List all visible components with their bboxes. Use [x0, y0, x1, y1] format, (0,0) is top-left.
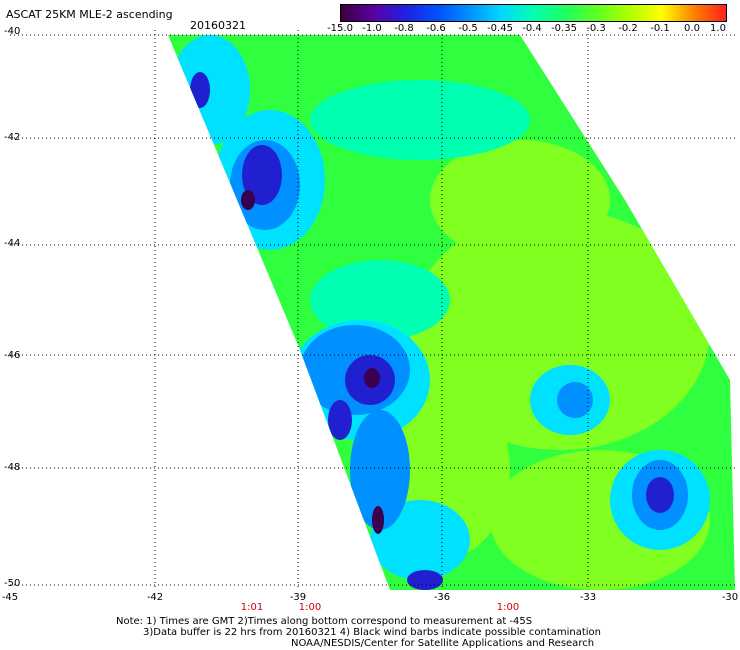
colorbar-tick: -0.4: [522, 23, 542, 34]
latitude-label: -46: [4, 350, 21, 361]
wind-speed-region: [430, 140, 610, 260]
colorbar-tick: -0.35: [551, 23, 577, 34]
wind-speed-region: [350, 410, 410, 530]
wind-swath: [168, 35, 735, 590]
wind-speed-region: [372, 506, 384, 534]
colorbar-tick: -0.2: [618, 23, 638, 34]
note-line-1: Note: 1) Times are GMT 2)Times along bot…: [116, 616, 533, 627]
longitude-label: -42: [146, 592, 164, 603]
colorbar-tick: -0.3: [586, 23, 606, 34]
lat-lon-grid: [10, 30, 735, 590]
wind-speed-region: [328, 400, 352, 440]
colorbar-tick: -0.1: [650, 23, 670, 34]
credit-line: NOAA/NESDIS/Center for Satellite Applica…: [291, 638, 595, 649]
longitude-label: -36: [433, 592, 451, 603]
latitude-label: -44: [4, 238, 21, 249]
wind-speed-region: [364, 368, 380, 388]
colorbar-tick: -1.0: [362, 23, 382, 34]
latitude-label: -42: [4, 132, 21, 143]
colorbar-tick: -15.0: [327, 23, 353, 34]
colorbar-legend: -15.0 -1.0 -0.8 -0.6 -0.5 -0.45 -0.4 -0.…: [327, 4, 728, 34]
product-title: ASCAT 25KM MLE-2 ascending: [6, 8, 173, 21]
latitude-label: -50: [4, 578, 21, 589]
date-label: 20160321: [190, 19, 246, 32]
wind-speed-region: [310, 80, 530, 160]
longitude-label: -33: [579, 592, 597, 603]
colorbar: [340, 4, 727, 22]
colorbar-tick: -0.6: [426, 23, 446, 34]
colorbar-tick: -0.45: [487, 23, 513, 34]
scatterometer-map: [10, 30, 735, 590]
latitude-label: -48: [4, 462, 21, 473]
colorbar-tick: 1.0: [710, 23, 726, 34]
colorbar-tick: -0.8: [394, 23, 414, 34]
wind-speed-region: [410, 210, 710, 450]
wind-speed-region: [310, 260, 450, 340]
wind-speed-region: [407, 570, 443, 590]
wind-speed-region: [242, 145, 282, 205]
colorbar-tick: 0.0: [684, 23, 700, 34]
time-label: 1:00: [496, 602, 520, 613]
longitude-label: -45: [1, 592, 19, 603]
longitude-label: -30: [721, 592, 739, 603]
time-label: 1:01: [240, 602, 264, 613]
wind-speed-region: [190, 72, 210, 108]
longitude-label: -39: [289, 592, 307, 603]
colorbar-tick: -0.5: [458, 23, 478, 34]
wind-speed-region: [557, 382, 593, 418]
time-label: 1:00: [298, 602, 322, 613]
wind-speed-region: [646, 477, 674, 513]
wind-speed-region: [241, 190, 255, 210]
note-line-2: 3)Data buffer is 22 hrs from 20160321 4)…: [143, 627, 601, 638]
latitude-label: -40: [4, 26, 21, 37]
